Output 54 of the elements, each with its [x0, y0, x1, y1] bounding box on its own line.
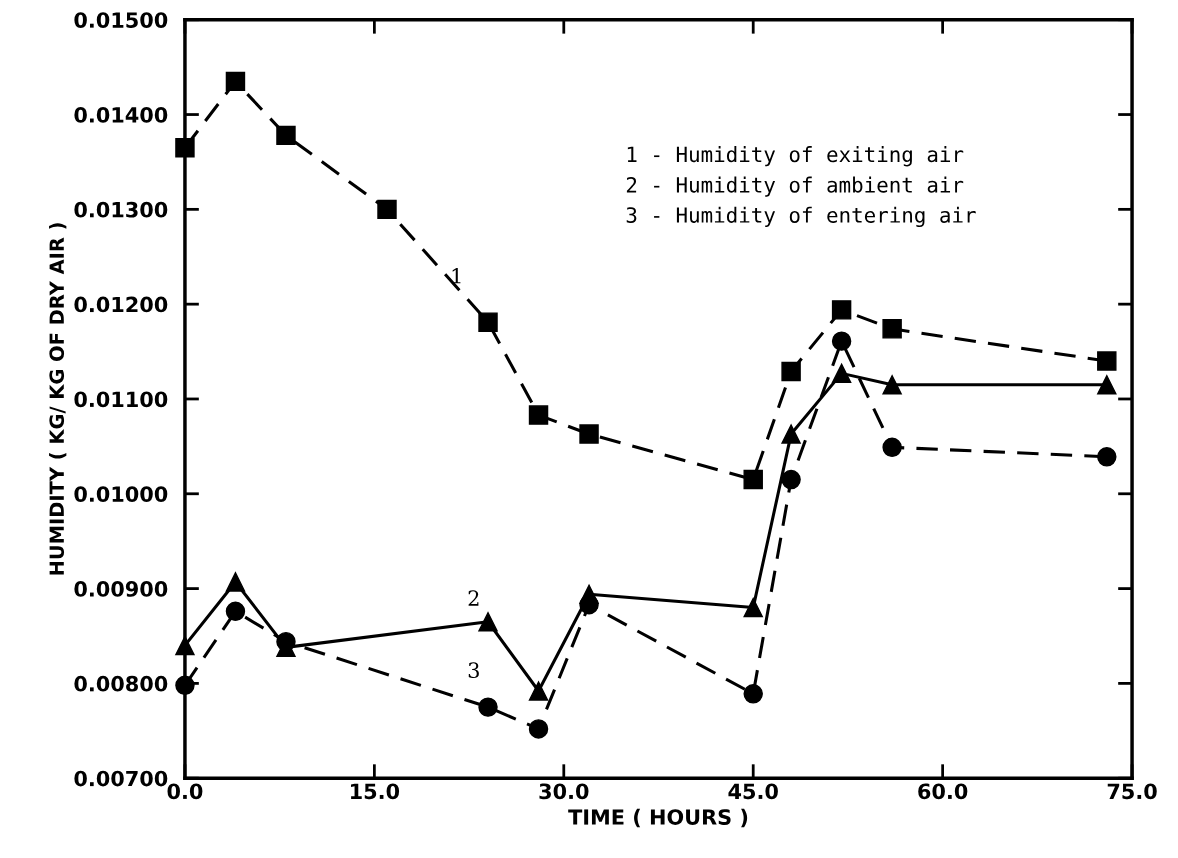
point: [831, 331, 852, 351]
point: [175, 635, 195, 656]
point: [478, 697, 498, 717]
x-tick-label: 75.0: [1107, 783, 1157, 800]
x-tick-label: 60.0: [918, 783, 968, 800]
point: [579, 424, 599, 444]
point: [175, 675, 195, 696]
point: [225, 71, 246, 92]
point: [225, 601, 246, 622]
x-tick-label: 15.0: [351, 783, 400, 800]
y-tick-label: 0.00700: [74, 770, 168, 787]
point: [175, 138, 195, 158]
y-tick-label: 0.01100: [74, 391, 168, 408]
point: [781, 424, 801, 444]
point: [882, 375, 902, 395]
y-axis-title: HUMIDITY ( KG/ KG OF DRY AIR ): [49, 223, 67, 575]
y-tick-label: 0.00900: [74, 581, 168, 597]
annotation: 2: [468, 590, 479, 606]
annotation: 1 - Humidity of exiting air: [627, 146, 964, 167]
point: [579, 584, 599, 604]
point: [478, 312, 498, 332]
point: [882, 437, 902, 458]
point: [276, 125, 296, 146]
y-tick-label: 0.01200: [74, 296, 168, 313]
point: [1097, 447, 1117, 467]
point: [225, 572, 246, 592]
y-tick-label: 0.01400: [74, 107, 168, 123]
point: [781, 361, 801, 382]
y-tick-label: 0.00800: [74, 675, 168, 692]
point: [1097, 375, 1117, 395]
point: [743, 469, 763, 490]
point: [743, 597, 763, 618]
annotation: 2 - Humidity of ambient air: [626, 176, 964, 197]
point: [478, 612, 498, 632]
point: [781, 469, 801, 490]
annotation: 3: [468, 662, 479, 679]
point: [528, 405, 549, 425]
x-axis-title: TIME ( HOURS ): [568, 808, 748, 828]
point: [882, 319, 902, 339]
point: [743, 684, 763, 704]
point: [1097, 351, 1117, 371]
annotation: 3 - Humidity of entering air: [626, 206, 976, 228]
annotation: 1: [452, 267, 461, 284]
y-tick-label: 0.01300: [74, 201, 168, 218]
point: [528, 719, 549, 739]
x-tick-label: 0.0: [167, 783, 203, 800]
y-tick-label: 0.01500: [74, 12, 168, 28]
point: [377, 199, 397, 220]
x-tick-label: 45.0: [728, 783, 778, 800]
point: [528, 681, 549, 701]
point: [831, 300, 852, 320]
x-tick-label: 30.0: [539, 783, 589, 800]
point: [831, 363, 852, 384]
y-tick-label: 0.01000: [74, 486, 168, 502]
